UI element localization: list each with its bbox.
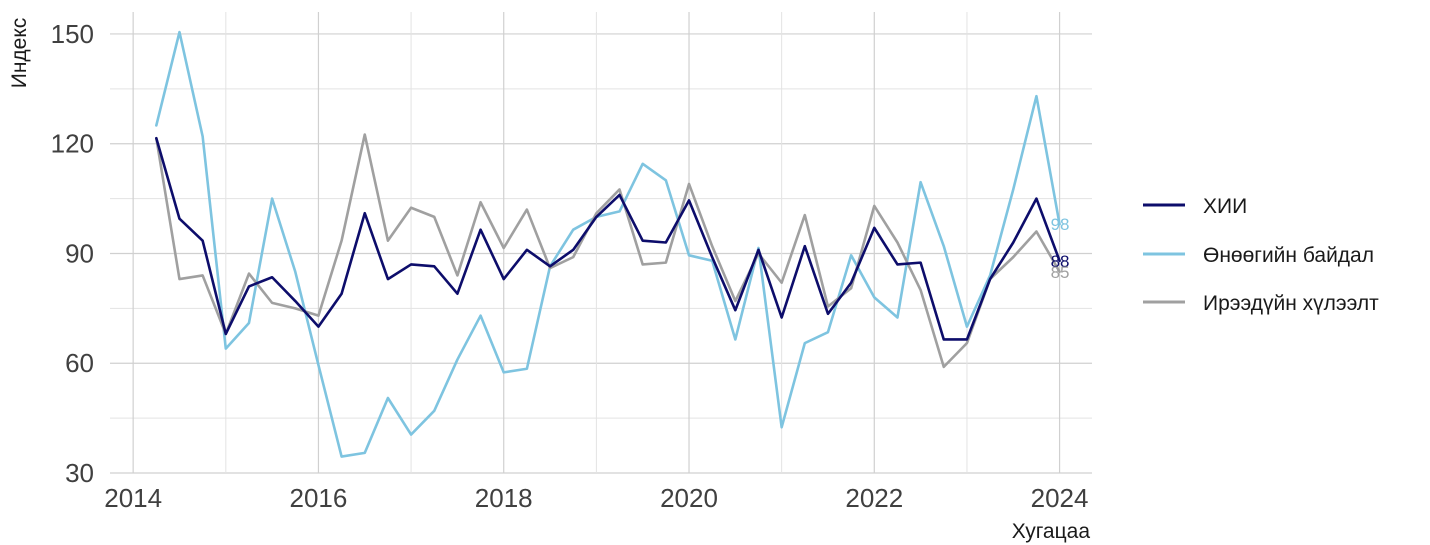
x-axis-tick-labels: 2014 2016 2018 2020 2022 2024 [104, 483, 1088, 513]
y-tick-label: 90 [65, 238, 94, 268]
end-value-label-2: 85 [1051, 263, 1070, 282]
x-tick-label: 2014 [104, 483, 162, 513]
legend-label-2: Ирээдүйн хүлээлт [1203, 292, 1379, 315]
series-line-2 [155, 133, 1061, 369]
end-value-label-0: 88 [1051, 252, 1070, 271]
grid [110, 12, 1092, 474]
x-tick-label: 2022 [845, 483, 903, 513]
series-lines [155, 30, 1061, 458]
x-tick-label: 2016 [290, 483, 348, 513]
y-tick-label: 150 [51, 19, 94, 49]
end-value-labels: 88 98 85 [1051, 215, 1070, 282]
series-line-0 [155, 136, 1061, 341]
series-line-1 [155, 30, 1061, 458]
y-axis-title: Индекс [8, 18, 31, 89]
y-axis-tick-labels: 30 60 90 120 150 [51, 19, 94, 488]
legend-label-1: Өнөөгийн байдал [1203, 244, 1374, 267]
x-axis-title: Хугацаа [1012, 520, 1091, 543]
legend: ХИИ Өнөөгийн байдал Ирээдүйн хүлээлт [1143, 195, 1379, 315]
x-tick-label: 2018 [475, 483, 533, 513]
y-tick-label: 120 [51, 129, 94, 159]
x-tick-label: 2020 [660, 483, 718, 513]
y-tick-label: 60 [65, 348, 94, 378]
x-tick-label: 2024 [1031, 483, 1089, 513]
legend-label-0: ХИИ [1203, 195, 1247, 218]
end-value-label-1: 98 [1051, 215, 1070, 234]
y-tick-label: 30 [65, 458, 94, 488]
